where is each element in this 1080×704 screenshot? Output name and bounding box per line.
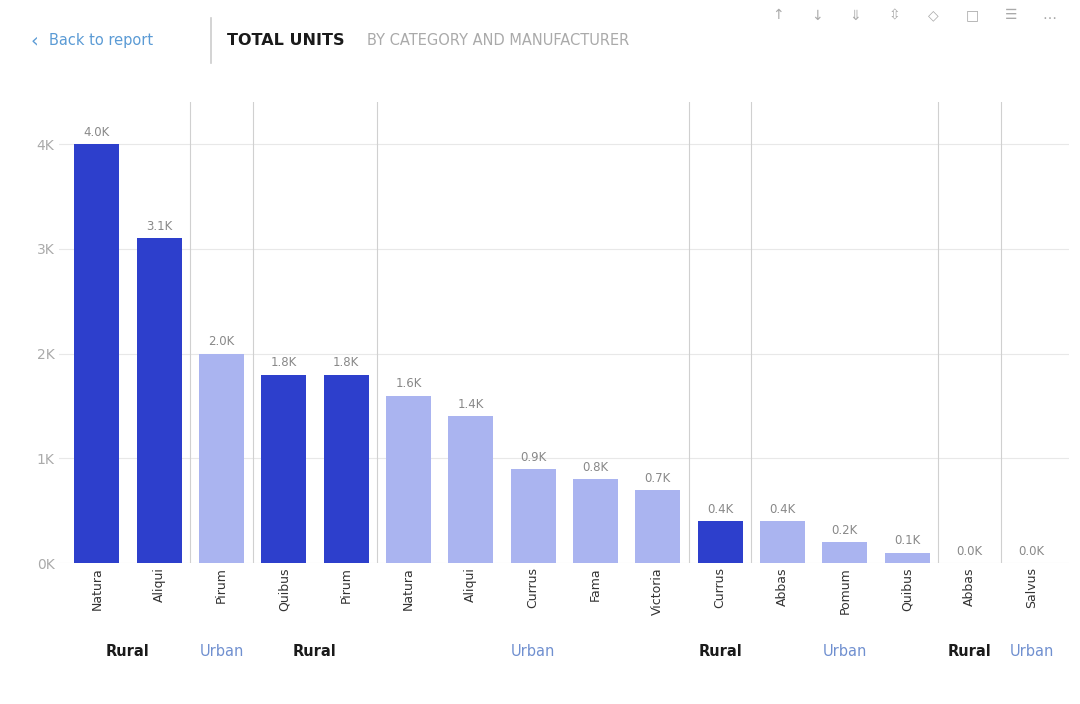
Bar bbox=[635, 490, 680, 563]
Bar bbox=[137, 239, 181, 563]
Text: 2.0K: 2.0K bbox=[208, 335, 234, 348]
Bar bbox=[822, 542, 867, 563]
Text: Back to report: Back to report bbox=[49, 33, 152, 49]
Text: 0.7K: 0.7K bbox=[645, 472, 671, 484]
Text: 1.4K: 1.4K bbox=[458, 398, 484, 411]
Bar bbox=[511, 469, 555, 563]
Text: ⇓: ⇓ bbox=[850, 8, 861, 23]
Text: 1.6K: 1.6K bbox=[395, 377, 421, 390]
Text: ☰: ☰ bbox=[1004, 8, 1017, 23]
Text: TOTAL UNITS: TOTAL UNITS bbox=[227, 33, 345, 49]
Text: ◇: ◇ bbox=[928, 8, 939, 23]
Text: ↓: ↓ bbox=[811, 8, 822, 23]
Text: □: □ bbox=[966, 8, 978, 23]
Text: ⇳: ⇳ bbox=[889, 8, 900, 23]
Bar bbox=[885, 553, 930, 563]
Text: ↑: ↑ bbox=[772, 8, 783, 23]
Bar bbox=[261, 375, 307, 563]
Text: BY CATEGORY AND MANUFACTURER: BY CATEGORY AND MANUFACTURER bbox=[367, 33, 630, 49]
Text: 0.4K: 0.4K bbox=[707, 503, 733, 516]
Text: Urban: Urban bbox=[1010, 643, 1054, 659]
Text: Rural: Rural bbox=[293, 643, 337, 659]
Text: 1.8K: 1.8K bbox=[333, 356, 360, 370]
Text: 0.9K: 0.9K bbox=[519, 451, 546, 464]
Text: Rural: Rural bbox=[699, 643, 742, 659]
Text: 1.8K: 1.8K bbox=[271, 356, 297, 370]
Bar bbox=[199, 353, 244, 563]
Text: 0.2K: 0.2K bbox=[832, 524, 858, 537]
Text: Urban: Urban bbox=[200, 643, 244, 659]
Text: 4.0K: 4.0K bbox=[83, 126, 110, 139]
Bar bbox=[324, 375, 368, 563]
Text: 0.1K: 0.1K bbox=[894, 534, 920, 548]
Bar bbox=[698, 521, 743, 563]
Bar bbox=[75, 144, 119, 563]
Text: 0.4K: 0.4K bbox=[769, 503, 796, 516]
Text: Rural: Rural bbox=[106, 643, 150, 659]
Text: …: … bbox=[1043, 8, 1056, 23]
Text: ‹: ‹ bbox=[30, 32, 38, 50]
Bar bbox=[386, 396, 431, 563]
Bar bbox=[573, 479, 618, 563]
Text: 0.0K: 0.0K bbox=[957, 545, 983, 558]
Text: 3.1K: 3.1K bbox=[146, 220, 172, 233]
Text: 0.0K: 0.0K bbox=[1018, 545, 1044, 558]
Bar bbox=[760, 521, 805, 563]
Bar bbox=[448, 417, 494, 563]
Text: Urban: Urban bbox=[511, 643, 555, 659]
Text: 0.8K: 0.8K bbox=[582, 461, 608, 474]
Text: Rural: Rural bbox=[947, 643, 991, 659]
Text: Urban: Urban bbox=[823, 643, 867, 659]
